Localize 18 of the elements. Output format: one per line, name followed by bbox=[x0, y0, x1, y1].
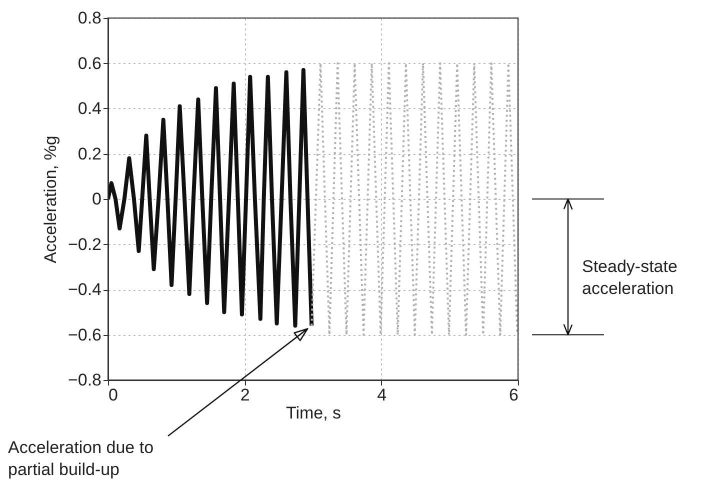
y-tick-label: 0.8 bbox=[78, 8, 102, 28]
x-axis-title: Time, s bbox=[286, 404, 342, 422]
y-tick-label: 0.6 bbox=[78, 54, 102, 73]
annotation: Acceleration due to partial build-up bbox=[8, 438, 154, 479]
x-tick-label: 2 bbox=[240, 386, 250, 404]
y-tick-label: −0.4 bbox=[68, 280, 102, 299]
y-axis-title: Acceleration, %g bbox=[40, 136, 60, 264]
y-tick-label: 0.4 bbox=[78, 99, 102, 118]
y-tick-label: −0.2 bbox=[68, 234, 102, 254]
x-tick-label: 0 bbox=[108, 386, 118, 404]
y-tick-label: −0.6 bbox=[68, 325, 102, 344]
text: Steady-state acceleration bbox=[582, 256, 678, 298]
line-series bbox=[108, 68, 314, 328]
y-tick-label: 0 bbox=[92, 190, 102, 208]
x-tick-label: 4 bbox=[377, 386, 387, 404]
y-tick-label: −0.8 bbox=[68, 370, 102, 390]
y-tick-label: 0.2 bbox=[78, 144, 102, 164]
x-tick-label: 6 bbox=[509, 386, 518, 404]
